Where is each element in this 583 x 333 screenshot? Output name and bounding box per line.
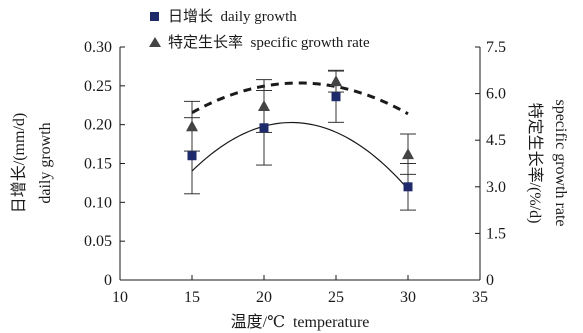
y-left-tick-label: 0.10 [84,194,112,211]
daily-growth-point [259,123,269,133]
y-left-tick-label: 0.25 [84,78,112,95]
y-right-tick-label: 6.0 [486,86,506,103]
daily-growth-point [331,92,341,102]
y-right-tick-label: 1.5 [486,225,506,242]
legend-entry-specific-growth-rate: 特定生长率 specific growth rate [168,34,370,51]
daily-growth-point [403,182,413,192]
x-tick-label: 10 [112,289,128,306]
y-left-tick-label: 0.05 [84,233,112,250]
specific-growth-rate-point [330,75,342,87]
x-ticks: 10 15 20 25 30 35 [112,275,488,306]
legend-square-marker [150,12,159,21]
specific-growth-rate-point [402,148,414,160]
fit-curves [191,81,409,190]
y-left-tick-label: 0.30 [84,39,112,56]
y-right-ticks: 0 1.5 3.0 4.5 6.0 7.5 [475,39,506,289]
y-right-axis-label-en: specific growth rate [552,99,569,226]
error-bars [184,69,416,211]
daily-growth-point [187,151,197,161]
y-left-axis-label: 日增长/(mm/d) daily growth [10,113,54,213]
y-left-axis-label-zh: 日增长/(mm/d) [10,113,28,213]
x-tick-label: 25 [328,289,344,306]
x-tick-label: 20 [256,289,272,306]
y-left-tick-label: 0.15 [84,156,112,173]
x-tick-label: 15 [184,289,200,306]
y-right-axis-label-zh: 特定生长率/(%/d) [526,103,544,224]
y-right-tick-label: 3.0 [486,179,506,196]
y-right-tick-label: 4.5 [486,132,506,149]
y-right-axis-label: 特定生长率/(%/d) specific growth rate [526,99,569,226]
x-tick-label: 35 [472,289,488,306]
legend-entry-daily-growth: 日增长 daily growth [168,8,297,25]
daily-growth-fit-curve [191,121,409,190]
y-left-tick-label: 0 [104,272,112,289]
x-axis-label: 温度/℃ temperature [231,313,370,331]
legend-triangle-marker [149,37,161,47]
legend: 日增长 daily growth 特定生长率 specific growth r… [149,8,370,51]
specific-growth-rate-point [186,120,198,132]
y-left-ticks: 0 0.05 0.10 0.15 0.20 0.25 0.30 [84,39,125,289]
y-right-tick-label: 7.5 [486,39,506,56]
specific-growth-rate-fit-curve [191,81,409,116]
y-left-axis-label-en: daily growth [37,122,54,203]
data-points [186,75,414,192]
x-tick-label: 30 [400,289,416,306]
y-right-tick-label: 0 [486,272,494,289]
plot-area: 10 15 20 25 30 35 0 0.05 0.10 0.15 0.20 0.25 0.30 0… [84,39,506,306]
y-left-tick-label: 0.20 [84,117,112,134]
specific-growth-rate-point [258,100,270,112]
